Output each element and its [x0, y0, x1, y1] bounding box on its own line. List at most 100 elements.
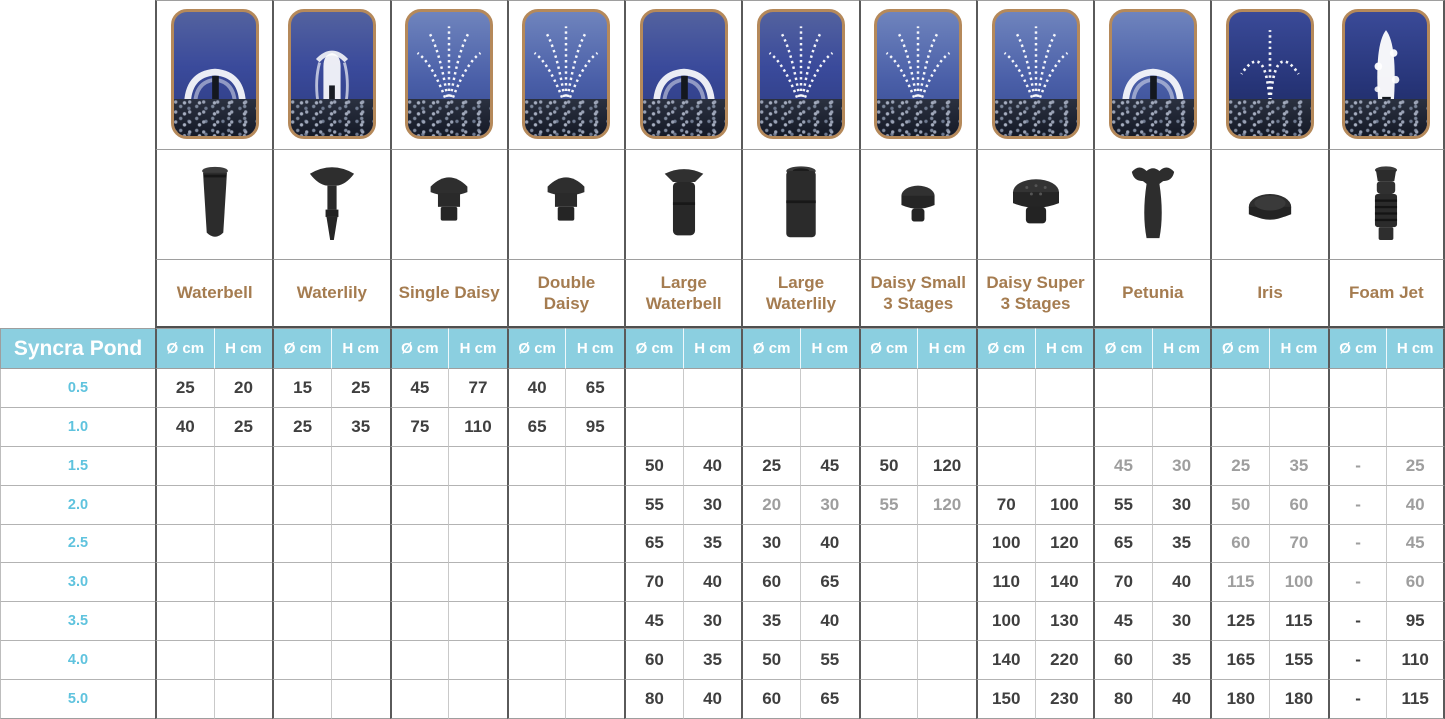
nozzle-name-label: Single Daisy [398, 283, 500, 303]
spec-value-cell: 65 [565, 369, 625, 408]
petunia-nozzle-icon [1131, 166, 1174, 238]
spec-value: 60 [1289, 494, 1309, 514]
spec-value-cell [506, 641, 566, 681]
nozzle-photo-iris [1210, 0, 1328, 150]
spec-value-cell: 110 [448, 407, 507, 447]
spec-value-cell: 45 [1093, 446, 1152, 486]
nozzle-name-single-daisy: Single Daisy [389, 260, 507, 328]
spec-value-cell: 45 [1386, 524, 1445, 564]
spec-value-cell [155, 485, 214, 525]
spec-value-cell: 40 [800, 602, 859, 642]
spec-value-cell: 40 [506, 369, 566, 408]
pump-model-text: 5.0 [67, 691, 89, 708]
spec-value-cell: - [1327, 524, 1387, 564]
nozzle-name-waterbell: Waterbell [155, 260, 273, 328]
spec-value-cell [330, 524, 390, 564]
spec-value: 100 [1050, 494, 1079, 514]
spec-value-cell: 180 [1269, 680, 1328, 719]
spec-value-cell: 110 [1386, 641, 1445, 681]
daisy-super-nozzle-icon [1012, 178, 1059, 223]
height-column-header: H cm [213, 328, 273, 369]
spec-value: 35 [1172, 650, 1192, 670]
height-header-label: H cm [1163, 340, 1200, 357]
spec-value-cell [975, 446, 1035, 486]
spec-value-cell [858, 641, 918, 681]
spec-value-cell: 120 [1034, 524, 1094, 564]
spec-value: 65 [820, 572, 840, 592]
waterbell-fountain-photo [170, 9, 259, 139]
spec-value: 40 [527, 377, 547, 397]
spec-value: 40 [1172, 572, 1192, 592]
nozzle-name-iris: Iris [1210, 260, 1328, 328]
spec-value-cell [448, 485, 507, 525]
spec-value-cell [1386, 369, 1445, 408]
spec-value-cell [741, 369, 800, 408]
pump-model-label: 4.0 [0, 641, 155, 681]
height-header-label: H cm [811, 340, 849, 357]
spec-value-cell [155, 524, 214, 564]
iris-nozzle-icon [1248, 193, 1292, 220]
nozzle-photo-large-waterbell [624, 0, 742, 150]
pump-model-text: 4.0 [67, 652, 89, 669]
spec-value-cell [565, 485, 625, 525]
spec-value: 60 [1405, 572, 1425, 592]
spec-value: 50 [762, 650, 782, 670]
spec-value: 20 [233, 377, 253, 397]
spec-value-cell [565, 563, 625, 603]
nozzle-name-label: Foam Jet [1349, 283, 1424, 303]
waterlily-fountain-photo [287, 9, 376, 139]
spec-value-cell [506, 602, 566, 642]
spec-value: 35 [762, 611, 782, 631]
spec-value-cell [975, 407, 1035, 447]
spec-value-cell: 120 [917, 485, 976, 525]
spec-value: 130 [1050, 611, 1079, 631]
spec-value: 30 [703, 494, 722, 514]
spec-value-cell: 35 [1151, 641, 1211, 681]
spec-value-cell [448, 563, 507, 603]
spec-value: 110 [464, 416, 492, 436]
spec-value-cell: 45 [800, 446, 859, 486]
spec-value: 30 [820, 494, 840, 514]
spec-value-cell [917, 602, 976, 642]
spec-value-cell [272, 524, 331, 564]
nozzle-photo-foam-jet [1327, 0, 1445, 150]
spec-value: 35 [1172, 533, 1192, 553]
height-header-label: H cm [928, 340, 966, 357]
nozzle-photo-large-waterlily [741, 0, 859, 150]
height-column-header: H cm [330, 328, 390, 369]
nozzle-photo-daisy-small-3-stages [858, 0, 976, 150]
spec-value: 30 [1172, 455, 1192, 475]
spec-value-cell [272, 446, 331, 486]
height-header-label: H cm [694, 340, 731, 357]
spec-value: 230 [1050, 689, 1079, 709]
spec-value-cell: 40 [1151, 563, 1211, 603]
spec-value-cell: 40 [155, 407, 214, 447]
spec-value-cell: - [1327, 446, 1387, 486]
spec-value-cell [917, 563, 976, 603]
spec-value: 80 [644, 689, 664, 709]
waterlily-nozzle-icon [309, 166, 354, 240]
nozzle-name-label: Waterlily [296, 283, 368, 303]
nozzle-name-label: Iris [1257, 283, 1283, 303]
spec-value-cell: 120 [917, 446, 976, 486]
spec-value-cell [330, 563, 390, 603]
spec-value-cell [1151, 369, 1211, 408]
pump-model-text: 3.5 [67, 613, 89, 630]
height-column-header: H cm [1151, 328, 1211, 369]
spec-value-cell: 60 [1386, 563, 1445, 603]
spec-value: 40 [703, 455, 722, 475]
spec-value-cell: 100 [1034, 485, 1094, 525]
spec-value: 100 [1284, 572, 1314, 592]
nozzle-name-waterlily: Waterlily [272, 260, 390, 328]
spec-value-cell: 70 [975, 485, 1035, 525]
nozzle-name-double-daisy: Double Daisy [506, 260, 625, 328]
nozzle-product-double-daisy [506, 150, 625, 260]
spec-value: 35 [703, 533, 722, 553]
gravel-water-surface [994, 98, 1077, 136]
spec-value-cell: 45 [1093, 602, 1152, 642]
gravel-water-surface [408, 98, 491, 136]
spec-value-cell [1034, 369, 1094, 408]
diameter-column-header: Ø cm [1327, 328, 1387, 369]
spec-value-cell: 65 [624, 524, 683, 564]
spec-value-cell: - [1327, 563, 1387, 603]
